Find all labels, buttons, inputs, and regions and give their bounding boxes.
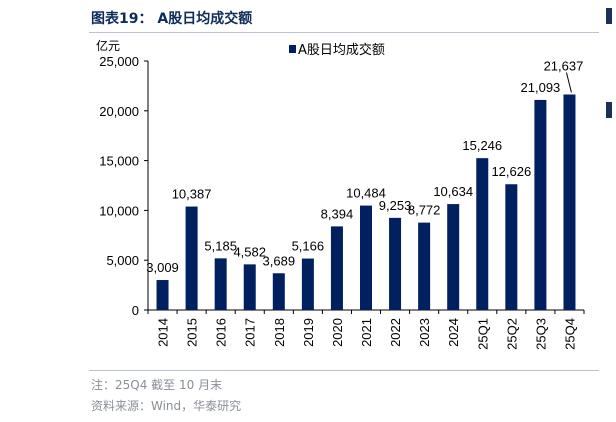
data-label: 21,093 [521,80,561,95]
y-axis-unit: 亿元 [96,38,120,53]
x-tick-label: 2024 [446,318,461,347]
y-tick-label: 15,000 [99,154,139,169]
bar [360,205,372,310]
bar [214,258,227,310]
bar [243,264,256,310]
x-tick-label: 2020 [330,318,345,347]
x-tick-label: 25Q1 [475,318,490,350]
x-tick-label: 2015 [185,318,200,347]
footnote: 注：25Q4 截至 10 月末 [91,378,223,392]
data-label: 4,582 [233,244,266,259]
legend-label: A股日均成交额 [298,42,385,58]
bar [301,258,314,310]
data-label: 8,772 [408,203,441,218]
x-tick-label: 2022 [388,318,403,347]
bar [447,204,460,310]
x-tick-label: 2014 [156,318,171,347]
y-tick-label: 0 [132,303,139,318]
x-tick-label: 25Q2 [504,318,519,350]
bar [563,94,576,310]
y-tick-label: 5,000 [106,253,139,268]
data-label: 10,387 [172,187,212,202]
bar [389,217,402,310]
data-label-leader [565,72,572,93]
data-label: 3,009 [146,260,179,275]
bar-chart: 亿元 A股日均成交额 0 5,000 10,000 15,000 20,000 25,00… [96,38,585,350]
data-label: 10,484 [346,186,386,201]
data-label: 5,185 [204,238,237,253]
title-divider [89,32,599,33]
data-label: 12,626 [491,164,531,179]
data-label: 9,253 [379,198,412,213]
edge-marker [606,8,612,24]
data-label: 3,689 [263,253,296,268]
x-tick-label: 2018 [272,318,287,347]
bar [156,280,169,310]
bar [505,184,518,310]
x-tick-label: 25Q4 [562,318,577,350]
edge-marker [606,102,612,118]
figure-title: 图表19： A股日均成交额 [91,11,253,27]
bar [476,158,489,310]
bar [534,99,547,310]
data-label: 8,394 [321,206,354,221]
x-tick-label: 2023 [417,318,432,347]
y-tick-label: 10,000 [99,203,139,218]
y-tick-label: 25,000 [99,54,139,69]
data-label: 21,637 [544,58,584,73]
x-tick-label: 2016 [214,318,229,347]
source-note: 资料来源：Wind，华泰研究 [91,399,242,413]
bar [272,273,285,310]
bars [156,94,576,310]
y-tick-label: 20,000 [99,104,139,119]
footer-divider [89,370,599,371]
data-label: 5,166 [292,239,325,254]
data-label: 10,634 [433,184,473,199]
y-axis: 0 5,000 10,000 15,000 20,000 25,000 [99,54,149,318]
bar [418,222,431,310]
x-tick-label: 2021 [359,318,374,347]
legend-swatch [289,45,296,53]
x-tick-label: 2017 [243,318,258,347]
x-tick-label: 2019 [301,318,316,347]
data-label: 15,246 [462,138,502,153]
x-axis: 2014 2015 2016 2017 2018 2019 2020 2021 2022 2023… [147,309,585,350]
bar [185,206,198,310]
bar [330,226,343,310]
x-tick-label: 25Q3 [533,318,548,350]
legend: A股日均成交额 [289,42,385,58]
